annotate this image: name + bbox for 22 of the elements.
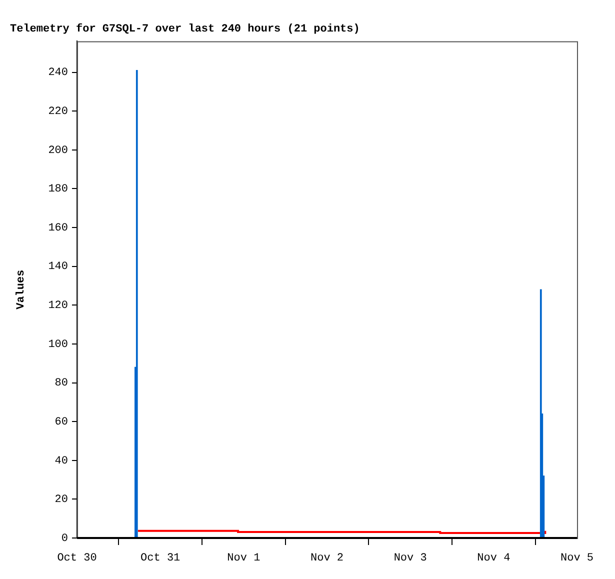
y-tick-label: 0 <box>61 532 68 545</box>
y-tick-label: 100 <box>48 338 68 351</box>
x-tick-label: Nov 5 <box>560 552 594 565</box>
y-tick-label: 40 <box>54 455 68 468</box>
y-tick-label: 60 <box>54 416 68 428</box>
x-tick-label: Nov 2 <box>310 552 344 565</box>
x-tick-label: Oct 31 <box>140 552 181 565</box>
y-tick-label: 220 <box>48 106 68 118</box>
y-tick-label: 120 <box>48 300 68 312</box>
y-tick-label: 80 <box>54 378 68 390</box>
y-tick-label: 20 <box>54 494 68 506</box>
x-tick-label: Nov 1 <box>227 552 261 565</box>
y-tick-label: 140 <box>48 261 68 274</box>
x-tick-label: Nov 3 <box>394 552 427 565</box>
x-tick-label: Nov 4 <box>477 552 511 565</box>
y-tick-label: 200 <box>48 144 68 157</box>
chart-title: Telemetry for G7SQL-7 over last 240 hours (21 points) <box>10 22 360 36</box>
y-tick-label: 180 <box>48 184 68 196</box>
y-axis-title: Values <box>15 270 28 310</box>
y-tick-label: 160 <box>48 222 68 234</box>
y-tick-label: 240 <box>48 67 68 80</box>
x-tick-label: Oct 30 <box>57 552 97 565</box>
